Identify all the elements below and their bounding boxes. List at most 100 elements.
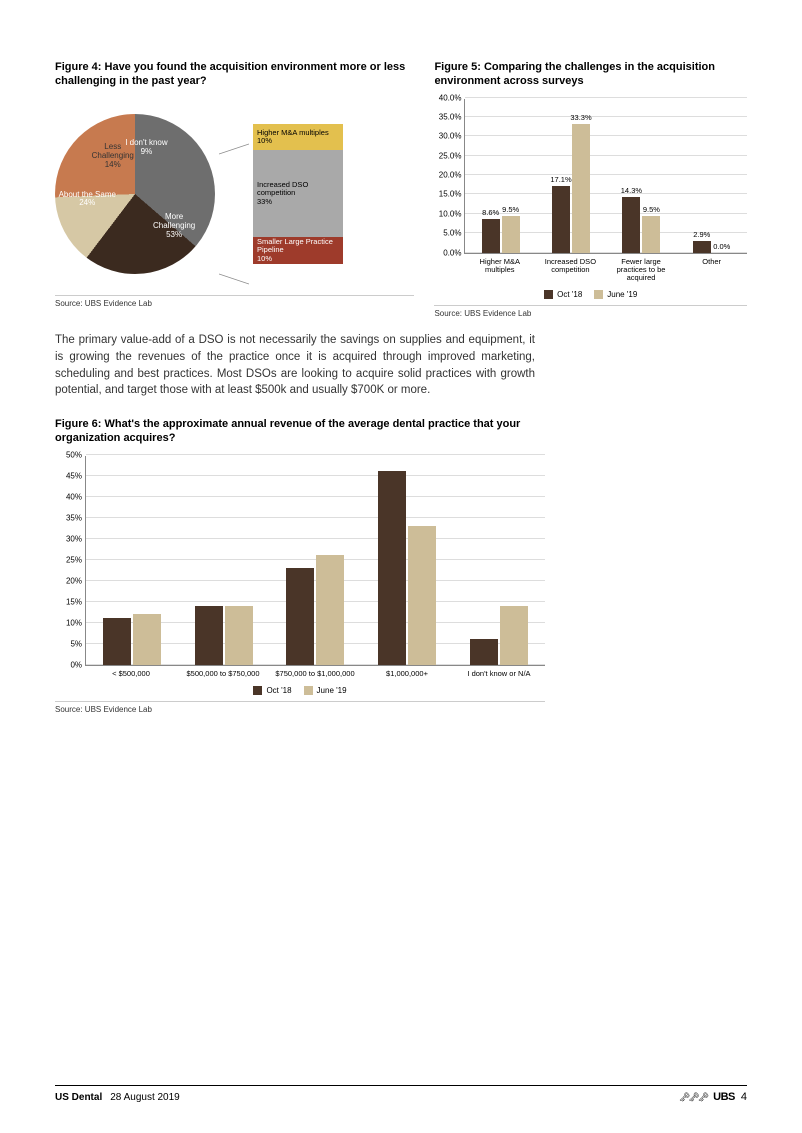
y-axis-label: 15% <box>66 597 86 606</box>
bar: 14.3% <box>622 197 640 252</box>
bar <box>225 606 253 665</box>
bar: 17.1% <box>552 186 570 252</box>
pie-slice-label: I don't know9% <box>116 139 176 157</box>
bar <box>378 471 406 664</box>
figure-5-source: Source: UBS Evidence Lab <box>434 305 747 318</box>
bar <box>470 639 498 664</box>
bar-value-label: 14.3% <box>621 186 642 195</box>
y-axis-label: 5.0% <box>443 229 465 238</box>
legend-label: June '19 <box>607 290 637 299</box>
y-axis-label: 15.0% <box>439 190 466 199</box>
figure-5-chart: 0.0%5.0%10.0%15.0%20.0%25.0%30.0%35.0%40… <box>434 99 747 300</box>
bar-group <box>270 555 362 664</box>
footer-date: 28 August 2019 <box>110 1092 180 1103</box>
y-axis-label: 0.0% <box>443 248 465 257</box>
page-footer: US Dental 28 August 2019 🗝🗝🗝 UBS 4 <box>55 1085 747 1103</box>
bar-chart-5: 0.0%5.0%10.0%15.0%20.0%25.0%30.0%35.0%40… <box>434 99 747 300</box>
bar <box>316 555 344 664</box>
figure-6: Figure 6: What's the approximate annual … <box>55 417 545 714</box>
x-axis-label: $1,000,000+ <box>361 670 453 678</box>
bar-value-label: 2.9% <box>693 230 710 239</box>
x-axis-label: $500,000 to $750,000 <box>177 670 269 678</box>
footer-right: 🗝🗝🗝 UBS 4 <box>679 1091 747 1103</box>
bar-chart-6: 0%5%10%15%20%25%30%35%40%45%50%< $500,00… <box>55 456 545 695</box>
y-axis-label: 30% <box>66 534 86 543</box>
footer-left: US Dental 28 August 2019 <box>55 1092 180 1103</box>
bar <box>408 526 436 665</box>
bar <box>286 568 314 665</box>
figure-6-title: Figure 6: What's the approximate annual … <box>55 417 545 446</box>
bar-group: 14.3%9.5% <box>606 197 676 252</box>
y-axis-label: 25% <box>66 555 86 564</box>
exploded-breakdown: Higher M&A multiples10%Increased DSO com… <box>253 124 343 264</box>
pie-slice-label: About the Same24% <box>57 191 117 209</box>
bar-value-label: 8.6% <box>482 208 499 217</box>
y-axis-label: 20.0% <box>439 171 466 180</box>
y-axis-label: 40% <box>66 492 86 501</box>
y-axis-label: 20% <box>66 576 86 585</box>
bar-value-label: 17.1% <box>550 175 571 184</box>
y-axis-label: 10.0% <box>439 209 466 218</box>
figure-4: Figure 4: Have you found the acquisition… <box>55 60 414 318</box>
x-axis-label: < $500,000 <box>85 670 177 678</box>
y-axis-label: 0% <box>70 660 86 669</box>
bar-group <box>453 606 545 665</box>
legend-label: Oct '18 <box>557 290 582 299</box>
figure-6-source: Source: UBS Evidence Lab <box>55 701 545 714</box>
figure-4-source: Source: UBS Evidence Lab <box>55 295 414 308</box>
exploded-segment: Smaller Large Practice Pipeline10% <box>253 237 343 263</box>
ubs-logo: UBS <box>713 1091 735 1103</box>
y-axis-label: 25.0% <box>439 151 466 160</box>
pie-chart: More Challenging53%About the Same24%Less… <box>55 114 215 274</box>
footer-title: US Dental <box>55 1092 102 1103</box>
bar: 2.9% <box>693 241 711 252</box>
bar <box>500 606 528 665</box>
page-number: 4 <box>741 1091 747 1103</box>
bar-group: 17.1%33.3% <box>536 124 606 253</box>
ubs-keys-icon: 🗝🗝🗝 <box>679 1092 707 1103</box>
y-axis-label: 5% <box>70 639 86 648</box>
y-axis-label: 35% <box>66 513 86 522</box>
bar <box>133 614 161 664</box>
y-axis-label: 10% <box>66 618 86 627</box>
pie-connector <box>219 134 249 254</box>
y-axis-label: 30.0% <box>439 132 466 141</box>
legend-item: Oct '18 <box>544 290 582 299</box>
bar-group <box>86 614 178 664</box>
y-axis-label: 35.0% <box>439 112 466 121</box>
y-axis-label: 40.0% <box>439 93 466 102</box>
bar: 8.6% <box>482 219 500 252</box>
exploded-segment: Increased DSO competition33% <box>253 150 343 237</box>
figure-5: Figure 5: Comparing the challenges in th… <box>434 60 747 318</box>
y-axis-label: 45% <box>66 471 86 480</box>
figure-4-chart: More Challenging53%About the Same24%Less… <box>55 99 414 289</box>
legend-item: Oct '18 <box>253 686 291 695</box>
bar-group <box>361 471 453 664</box>
y-axis-label: 50% <box>66 450 86 459</box>
x-axis-label: Higher M&A multiples <box>464 258 535 283</box>
exploded-segment: Higher M&A multiples10% <box>253 124 343 150</box>
bar-group <box>178 606 270 665</box>
bar-value-label: 9.5% <box>643 205 660 214</box>
x-axis-label: Fewer large practices to be acquired <box>606 258 677 283</box>
legend-item: June '19 <box>594 290 637 299</box>
bar-group: 8.6%9.5% <box>465 216 535 253</box>
bar-value-label: 33.3% <box>570 113 591 122</box>
legend-label: Oct '18 <box>266 686 291 695</box>
figure-6-chart: 0%5%10%15%20%25%30%35%40%45%50%< $500,00… <box>55 456 545 695</box>
x-axis-label: Increased DSO competition <box>535 258 606 283</box>
x-axis-label: I don't know or N/A <box>453 670 545 678</box>
bar-value-label: 0.0% <box>713 242 730 251</box>
x-axis-label: $750,000 to $1,000,000 <box>269 670 361 678</box>
bar <box>195 606 223 665</box>
pie-slice-label: More Challenging53% <box>144 213 204 239</box>
figure-5-title: Figure 5: Comparing the challenges in th… <box>434 60 747 89</box>
body-paragraph: The primary value-add of a DSO is not ne… <box>55 332 535 399</box>
bar: 33.3% <box>572 124 590 253</box>
legend-item: June '19 <box>304 686 347 695</box>
x-axis-label: Other <box>676 258 747 283</box>
bar: 9.5% <box>502 216 520 253</box>
bar <box>103 618 131 664</box>
legend-label: June '19 <box>317 686 347 695</box>
figure-4-title: Figure 4: Have you found the acquisition… <box>55 60 414 89</box>
